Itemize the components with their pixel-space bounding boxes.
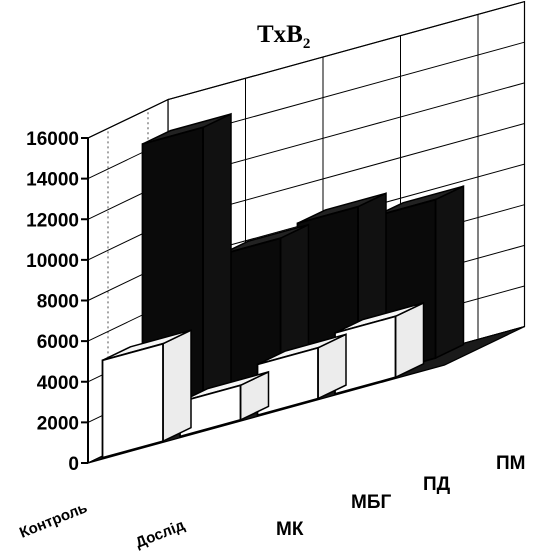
series-label: Контроль (17, 499, 90, 542)
series-label: Дослід (133, 517, 187, 552)
bar-experiment-2 (179, 370, 270, 438)
bar-side (202, 112, 232, 424)
x-category-label: МК (276, 519, 304, 540)
gridline (87, 1, 525, 139)
chart-y-axis: 0 2000 4000 6000 8000 10000 12000 14000 16000 (26, 129, 89, 475)
y-tick-label: 6000 (37, 332, 79, 353)
chart-title: TxB2 (257, 21, 310, 52)
y-tick-label: 0 (68, 454, 79, 475)
y-tick-label: 2000 (37, 413, 79, 434)
x-category-label: МБГ (351, 492, 391, 513)
x-category-label: ПМ (496, 453, 525, 474)
y-tick-label: 8000 (37, 292, 79, 313)
chart-bars (101, 112, 465, 459)
chart-title-main: TxB (257, 21, 303, 48)
bar-side (434, 185, 465, 360)
y-tick-label: 16000 (26, 129, 79, 150)
y-tick-label: 14000 (26, 170, 79, 191)
chart-title-subscript: 2 (303, 36, 311, 52)
bar-front (101, 342, 164, 459)
y-tick-label: 4000 (37, 373, 79, 394)
chart-labels: МК МБГ ПД ПМ Контроль Дослід (17, 453, 525, 552)
y-tick-label: 12000 (26, 210, 79, 231)
bar-side (162, 329, 192, 443)
bar-experiment-4 (334, 301, 425, 396)
x-category-label: ПД (423, 474, 451, 495)
y-tick-label: 10000 (26, 251, 79, 272)
bar-experiment-1 (101, 329, 192, 459)
bar-experiment-3 (256, 333, 347, 417)
